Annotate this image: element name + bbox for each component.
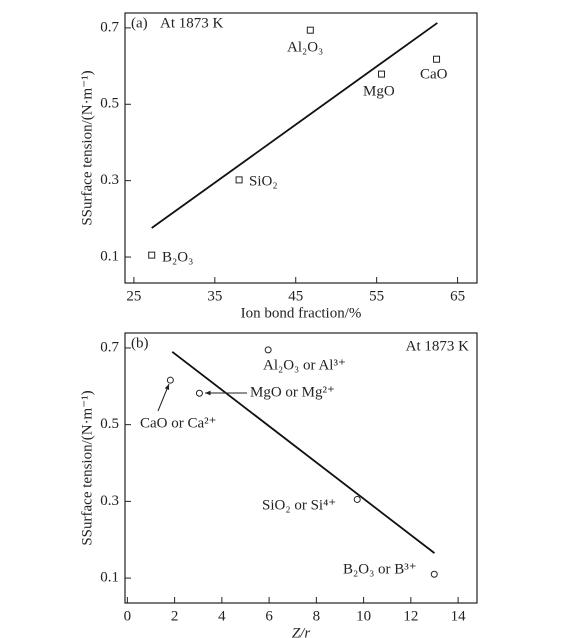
point — [166, 376, 174, 384]
x-tick-label: 0 — [124, 608, 132, 624]
x-axis-label: Z/r — [292, 625, 311, 638]
x-tick-label: 8 — [313, 608, 321, 624]
fit-line — [151, 22, 438, 229]
point — [306, 26, 314, 34]
x-tick-label: 2 — [171, 608, 179, 624]
point — [264, 346, 272, 354]
plot-frame — [124, 12, 478, 284]
point-label: B₂O₃ — [162, 249, 193, 265]
panel-title: At 1873 K — [406, 338, 470, 354]
y-tick-label: 0.5 — [100, 416, 119, 432]
x-tick-label: 25 — [126, 288, 141, 304]
point-label: Al₂O₃ or Al³⁺ — [263, 357, 346, 373]
y-tick-label: 0.7 — [100, 19, 119, 35]
point — [353, 495, 361, 503]
point — [148, 251, 156, 259]
point-label: Al₂O₃ — [287, 39, 323, 55]
point-label: CaO — [420, 66, 448, 82]
x-tick-label: 6 — [265, 608, 273, 624]
point — [430, 570, 438, 578]
point — [433, 55, 441, 63]
point-label: SiO₂ — [249, 173, 278, 189]
x-tick-label: 55 — [369, 288, 384, 304]
y-tick-label: 0.1 — [100, 248, 119, 264]
fit-line — [171, 351, 436, 554]
y-tick-label: 0.5 — [100, 96, 119, 112]
y-tick-label: 0.7 — [100, 339, 119, 355]
panel-label: (b) — [131, 335, 149, 351]
y-tick-label: 0.3 — [100, 493, 119, 509]
x-tick-label: 12 — [403, 608, 418, 624]
y-axis-label: SSurface tension/(N·m⁻¹) — [79, 390, 95, 545]
y-axis-label: SSurface tension/(N·m⁻¹) — [79, 70, 95, 225]
x-tick-label: 65 — [450, 288, 465, 304]
plot-frame — [124, 332, 478, 604]
point-label: MgO — [363, 83, 395, 99]
x-tick-label: 4 — [218, 608, 226, 624]
pointer-head — [205, 390, 211, 396]
point-label: MgO or Mg²⁺ — [250, 384, 335, 400]
panel-label: (a) — [131, 15, 148, 31]
point — [378, 70, 386, 78]
y-tick-label: 0.1 — [100, 570, 119, 586]
point-label: SiO₂ or Si⁴⁺ — [262, 497, 336, 513]
point — [195, 389, 203, 397]
x-tick-label: 45 — [288, 288, 303, 304]
x-axis-label: Ion bond fraction/% — [241, 305, 362, 321]
panel-title: At 1873 K — [160, 15, 224, 31]
x-tick-label: 10 — [356, 608, 371, 624]
point-label: CaO or Ca²⁺ — [140, 415, 217, 431]
x-tick-label: 35 — [207, 288, 222, 304]
point-label: B₂O₃ or B³⁺ — [343, 561, 417, 577]
point — [235, 176, 243, 184]
x-tick-label: 14 — [451, 608, 467, 624]
pointer-head — [164, 384, 170, 390]
y-tick-label: 0.3 — [100, 172, 119, 188]
